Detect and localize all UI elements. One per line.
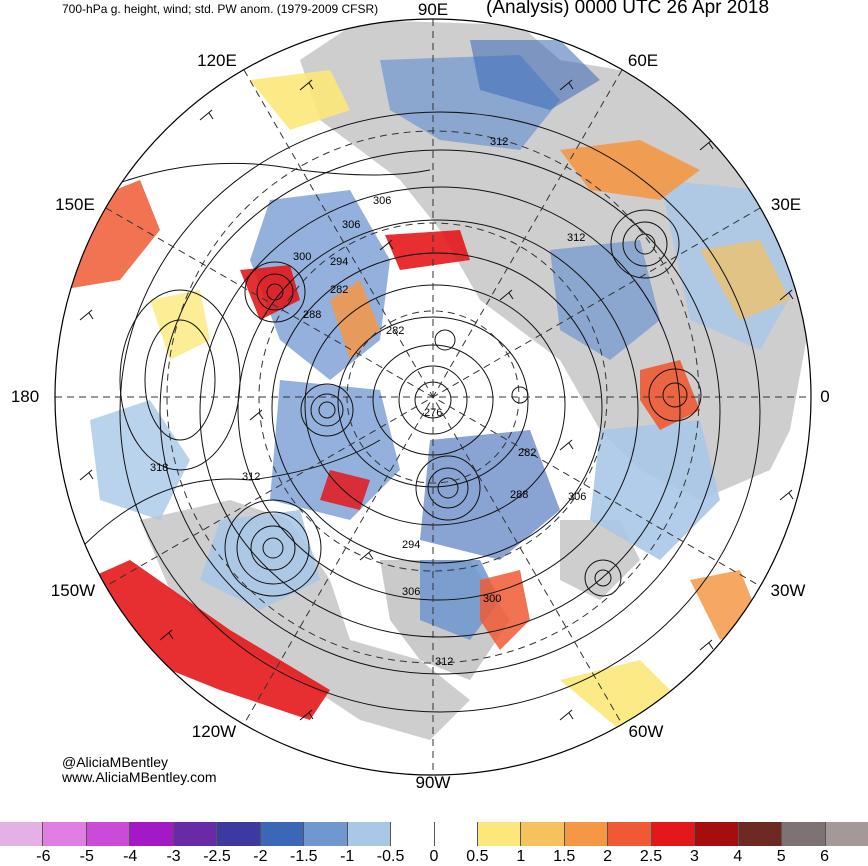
contour-label: 312 xyxy=(567,232,585,244)
pw-anomaly-layer xyxy=(55,40,800,730)
colorbar-tick-label: 0.5 xyxy=(466,848,489,865)
lon-label-150e: 150E xyxy=(55,195,95,214)
colorbar-tick-label: 5 xyxy=(776,848,786,865)
height-contours xyxy=(69,111,761,713)
map-border xyxy=(54,18,812,776)
colorbar-swatch xyxy=(521,822,565,846)
contour-label: 282 xyxy=(518,447,536,459)
colorbar-swatch xyxy=(825,822,868,846)
colorbar-swatch xyxy=(391,822,435,846)
polar-map: 312 312 312 306 306 306 306 300 300 294 … xyxy=(54,18,812,776)
colorbar-tick-label: -2.5 xyxy=(203,848,231,865)
lon-label-60w: 60W xyxy=(628,722,664,741)
colorbar-swatch xyxy=(173,822,218,846)
colorbar-swatch xyxy=(738,822,783,846)
colorbar-ticks: -6 -5 -4 -3 -2.5 -2 -1.5 -1 -0.5 0 0.5 1 1.5 2 2.5 3 4 5 6 xyxy=(0,848,868,865)
colorbar xyxy=(0,822,868,846)
contour-label: 306 xyxy=(568,491,586,503)
colorbar-swatch xyxy=(564,822,609,846)
colorbar-tick-label: 3 xyxy=(689,848,699,865)
lon-label-120e: 120E xyxy=(197,51,237,70)
colorbar-swatch xyxy=(86,822,131,846)
colorbar-swatch xyxy=(695,822,739,846)
colorbar-swatch xyxy=(130,822,174,846)
product-title: 700-hPa g. height, wind; std. PW anom. (… xyxy=(62,2,379,16)
colorbar-tick-label: -5 xyxy=(79,848,94,865)
lon-label-30e: 30E xyxy=(770,195,802,214)
colorbar-tick-label: -3 xyxy=(166,848,181,865)
colorbar-swatch xyxy=(782,822,826,846)
contour-label: 312 xyxy=(490,136,508,148)
colorbar-tick-label: -1 xyxy=(340,848,355,865)
colorbar-swatch xyxy=(43,822,87,846)
contour-label: 282 xyxy=(386,325,404,337)
contour-label: 294 xyxy=(402,539,420,551)
colorbar-tick-label: -6 xyxy=(36,848,51,865)
colorbar-tick-label: 2 xyxy=(603,848,613,865)
colorbar-swatch xyxy=(608,822,652,846)
colorbar-swatch xyxy=(651,822,696,846)
colorbar-swatch xyxy=(260,822,305,846)
contour-label: 312 xyxy=(242,471,260,483)
lon-label-60e: 60E xyxy=(627,51,659,70)
contour-label: 306 xyxy=(373,195,391,207)
colorbar-tick-label: -2 xyxy=(253,848,268,865)
colorbar-tick-label: 1 xyxy=(516,848,526,865)
colorbar-tick-label: 0 xyxy=(429,848,439,865)
contour-label: 282 xyxy=(330,284,348,296)
lon-label-120w: 120W xyxy=(191,722,237,741)
colorbar-swatch xyxy=(217,822,261,846)
colorbar-tick-label: 6 xyxy=(820,848,830,865)
contour-label: 300 xyxy=(293,251,311,263)
lon-label-90e: 90E xyxy=(417,0,449,19)
lon-label-30w: 30W xyxy=(770,581,806,600)
contour-label: 276 xyxy=(424,407,442,419)
contour-label: 312 xyxy=(435,656,453,668)
colorbar-swatch xyxy=(347,822,392,846)
lon-label-0: 0 xyxy=(820,387,830,406)
colorbar-swatch xyxy=(434,822,478,846)
valid-time: (Analysis) 0000 UTC 26 Apr 2018 xyxy=(486,0,770,18)
contour-label: 300 xyxy=(483,593,501,605)
lon-label-150w: 150W xyxy=(50,581,96,600)
contour-label: 288 xyxy=(510,489,528,501)
colorbar-swatch xyxy=(0,822,44,846)
colorbar-swatch xyxy=(304,822,348,846)
contour-label: 294 xyxy=(330,256,348,268)
credit-handle: @AliciaMBentley xyxy=(62,754,169,770)
colorbar-tick-label: -4 xyxy=(123,848,138,865)
lon-label-90w: 90W xyxy=(415,773,451,792)
contour-label: 318 xyxy=(150,462,168,474)
colorbar-swatch xyxy=(477,822,522,846)
credit-site: www.AliciaMBentley.com xyxy=(62,769,217,785)
contour-label: 306 xyxy=(402,586,420,598)
colorbar-tick-label: -0.5 xyxy=(376,848,405,865)
lon-label-180: 180 xyxy=(10,387,40,406)
colorbar-tick-label: 1.5 xyxy=(553,848,576,865)
colorbar-tick-label: 2.5 xyxy=(639,848,663,865)
graticule xyxy=(55,19,811,775)
colorbar-tick-label: 4 xyxy=(733,848,743,865)
contour-label: 306 xyxy=(342,219,360,231)
contour-labels: 312 312 312 306 306 306 306 300 300 294 … xyxy=(150,136,586,668)
colorbar-tick-label: -1.5 xyxy=(290,848,318,865)
contour-label: 288 xyxy=(303,309,321,321)
